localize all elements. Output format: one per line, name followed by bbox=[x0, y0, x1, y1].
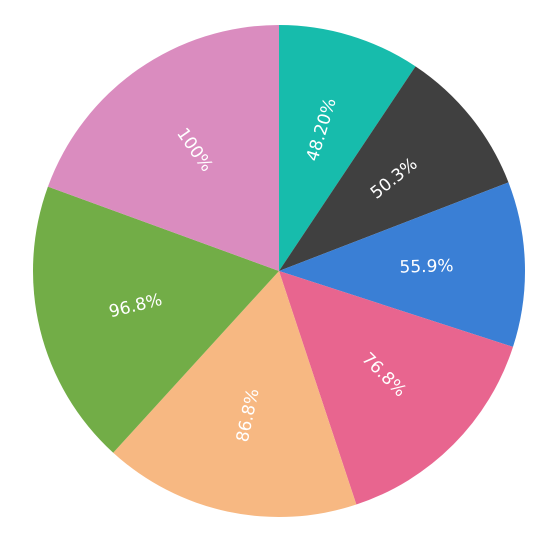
pie-slice bbox=[113, 271, 357, 517]
pie-slice bbox=[279, 66, 509, 271]
slice-label: 55.9% bbox=[399, 256, 454, 277]
pie-slice bbox=[47, 25, 279, 271]
pie-slice bbox=[279, 25, 416, 271]
pie-slice bbox=[32, 186, 279, 453]
pie-slice bbox=[279, 182, 525, 347]
pie-slice bbox=[279, 271, 513, 505]
